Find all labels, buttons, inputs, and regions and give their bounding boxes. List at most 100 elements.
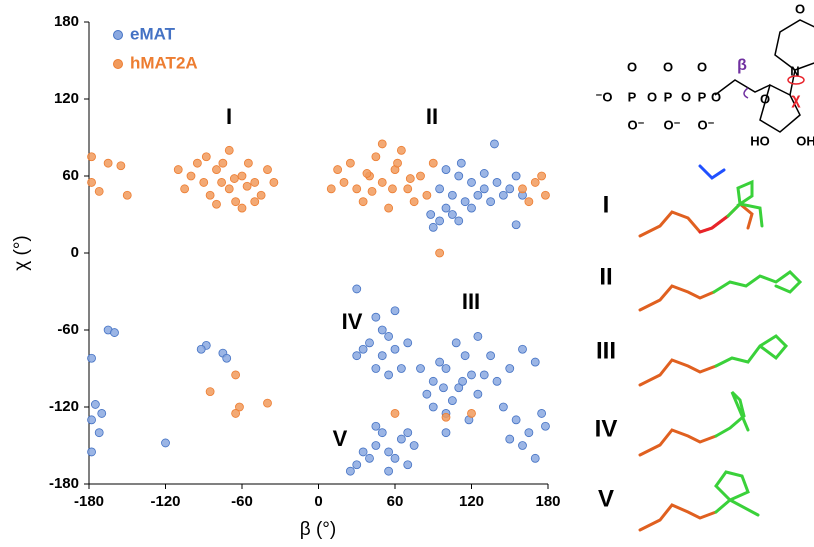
point [230, 175, 238, 183]
point [480, 169, 488, 177]
point [538, 172, 546, 180]
point [436, 358, 444, 366]
point [436, 249, 444, 257]
structure-sticks [716, 336, 786, 366]
point [95, 187, 103, 195]
x-axis-label: β (°) [300, 519, 336, 540]
legend-label: hMAT2A [130, 53, 198, 72]
point [340, 178, 348, 186]
point [452, 339, 460, 347]
point [439, 384, 447, 392]
point [378, 326, 386, 334]
point [91, 400, 99, 408]
structure-label: IV [595, 415, 618, 442]
point [238, 172, 246, 180]
structure-sticks [714, 272, 800, 292]
point [512, 221, 520, 229]
y-axis-label: χ (°) [11, 235, 32, 271]
point [442, 365, 450, 373]
x-tick-label: 0 [314, 493, 322, 510]
point [359, 198, 367, 206]
point [397, 435, 405, 443]
point [487, 198, 495, 206]
atom-label: O [663, 59, 673, 74]
point [385, 467, 393, 475]
atom-label: P [628, 89, 637, 104]
point [519, 442, 527, 450]
page: β (°) χ (°) -180-120-60060120180-180-120… [0, 0, 814, 547]
point [391, 409, 399, 417]
point [461, 352, 469, 360]
angle-label: χ [791, 91, 801, 108]
point [197, 345, 205, 353]
point [442, 166, 450, 174]
point [512, 416, 520, 424]
point [174, 166, 182, 174]
point [410, 442, 418, 450]
point [88, 153, 96, 161]
point [394, 159, 402, 167]
point [531, 454, 539, 462]
atom-label: O [711, 89, 721, 104]
point [372, 153, 380, 161]
y-tick-label: -120 [49, 398, 79, 415]
point [423, 390, 431, 398]
point [457, 159, 465, 167]
point [206, 388, 214, 396]
point [368, 187, 376, 195]
point [429, 223, 437, 231]
point [372, 313, 380, 321]
point [423, 191, 431, 199]
point [480, 185, 488, 193]
point [88, 178, 96, 186]
y-tick-label: 180 [54, 13, 79, 30]
point [251, 178, 259, 186]
point [487, 352, 495, 360]
atom-label: O [795, 1, 805, 16]
point [181, 185, 189, 193]
point [378, 178, 386, 186]
point [519, 185, 527, 193]
point [490, 140, 498, 148]
point [372, 442, 380, 450]
atom-label: O [760, 91, 770, 106]
chart: β (°) χ (°) -180-120-60060120180-180-120… [0, 0, 814, 547]
point [206, 191, 214, 199]
atom-label: O⁻ [664, 117, 681, 132]
point [385, 332, 393, 340]
point [346, 467, 354, 475]
structure-sticks [640, 430, 716, 455]
point [225, 146, 233, 154]
x-tick-label: -180 [74, 493, 104, 510]
point [404, 339, 412, 347]
atom-label: OH [796, 133, 814, 148]
point [468, 178, 476, 186]
atom-label: O [627, 59, 637, 74]
atom-label: P [664, 89, 673, 104]
point [327, 185, 335, 193]
point [391, 345, 399, 353]
point [468, 409, 476, 417]
point [436, 217, 444, 225]
point [493, 377, 501, 385]
point [455, 172, 463, 180]
point [353, 185, 361, 193]
atom-label: HO [750, 133, 770, 148]
y-tick-label: -180 [49, 475, 79, 492]
point [404, 461, 412, 469]
y-tick-label: 60 [62, 167, 79, 184]
point [541, 422, 549, 430]
point [270, 178, 278, 186]
point [397, 146, 405, 154]
point [257, 191, 265, 199]
point [429, 403, 437, 411]
point [353, 461, 361, 469]
point [455, 217, 463, 225]
point [506, 435, 514, 443]
point [499, 403, 507, 411]
point [525, 198, 533, 206]
point [251, 198, 259, 206]
point [232, 409, 240, 417]
x-tick-label: -120 [150, 493, 180, 510]
point [88, 416, 96, 424]
